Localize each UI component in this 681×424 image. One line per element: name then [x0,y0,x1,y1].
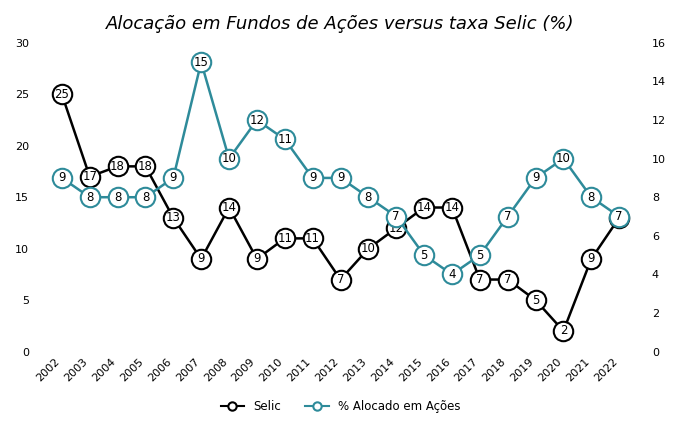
Text: 9: 9 [58,171,65,184]
Text: 7: 7 [392,210,400,223]
Text: 7: 7 [504,273,511,286]
Text: 18: 18 [138,160,153,173]
Text: 7: 7 [616,210,623,223]
Text: 5: 5 [532,293,539,307]
Text: 8: 8 [588,191,595,204]
Text: 7: 7 [504,210,511,223]
Text: 2: 2 [560,324,567,338]
Text: 7: 7 [336,273,345,286]
Text: 7: 7 [476,273,484,286]
Text: 12: 12 [249,114,264,126]
Text: 17: 17 [82,170,97,183]
Text: 9: 9 [253,252,261,265]
Text: 12: 12 [389,222,404,234]
Text: 14: 14 [445,201,460,214]
Legend: Selic, % Alocado em Ações: Selic, % Alocado em Ações [216,396,465,418]
Text: 11: 11 [277,232,292,245]
Text: 25: 25 [54,88,69,101]
Text: 14: 14 [221,201,236,214]
Text: 8: 8 [86,191,93,204]
Text: 13: 13 [166,211,180,224]
Text: 9: 9 [588,252,595,265]
Text: 9: 9 [532,171,539,184]
Text: 5: 5 [420,248,428,262]
Text: 11: 11 [305,232,320,245]
Text: 8: 8 [114,191,121,204]
Text: 15: 15 [193,56,208,69]
Text: 9: 9 [197,252,205,265]
Text: 8: 8 [365,191,372,204]
Text: 10: 10 [556,152,571,165]
Text: 18: 18 [110,160,125,173]
Text: 10: 10 [221,152,236,165]
Text: 4: 4 [448,268,456,281]
Text: 10: 10 [361,242,376,255]
Text: 13: 13 [612,211,627,224]
Text: 8: 8 [142,191,149,204]
Text: 11: 11 [277,133,292,146]
Text: 14: 14 [417,201,432,214]
Text: 9: 9 [309,171,317,184]
Text: 9: 9 [170,171,177,184]
Text: 5: 5 [476,248,484,262]
Title: Alocação em Fundos de Ações versus taxa Selic (%): Alocação em Fundos de Ações versus taxa … [106,15,575,33]
Text: 9: 9 [336,171,345,184]
